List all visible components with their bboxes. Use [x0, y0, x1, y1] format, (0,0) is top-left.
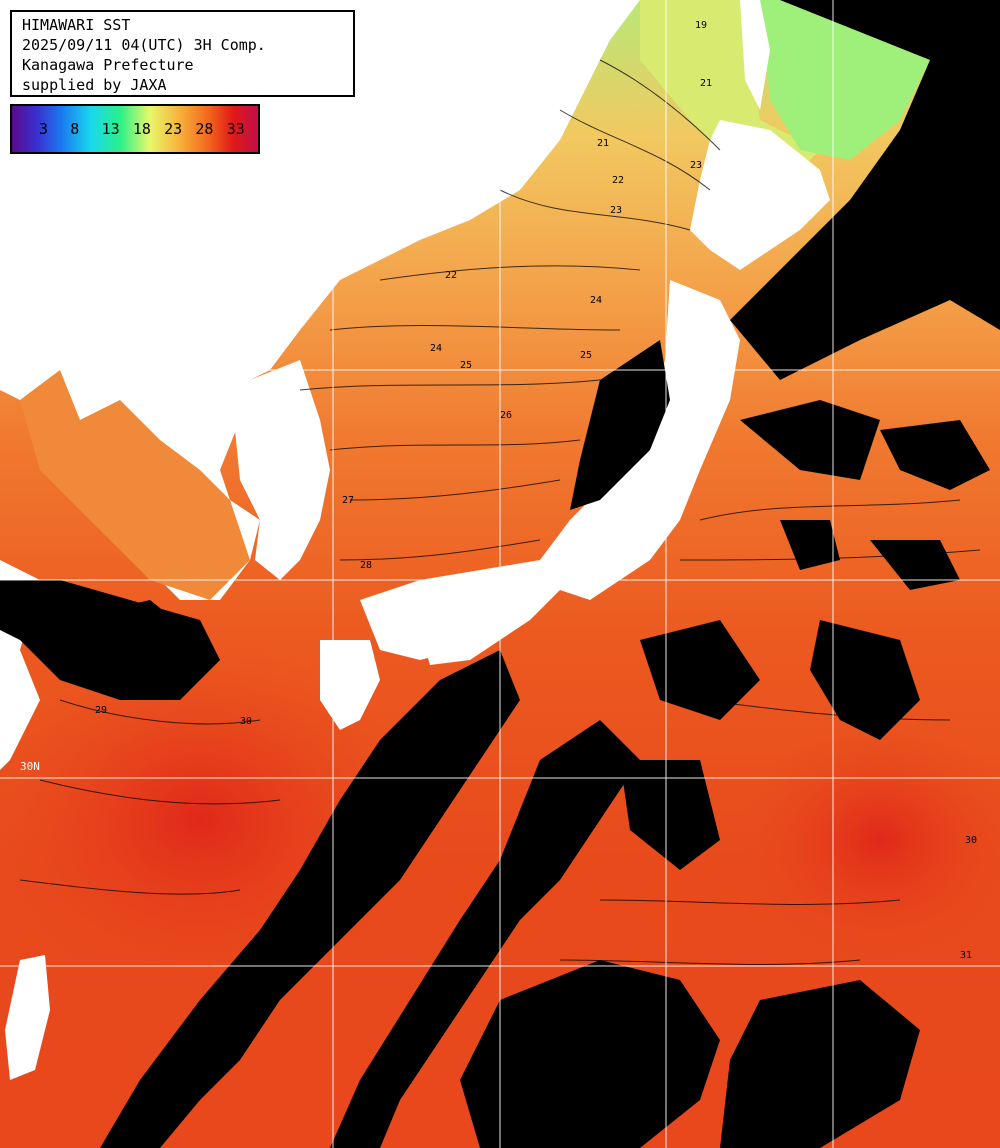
grid-label-30n: 30N [20, 760, 40, 773]
cloud-east-1 [810, 620, 920, 740]
title-line-date: 2025/09/11 04(UTC) 3H Comp. [22, 36, 266, 54]
title-line-product: HIMAWARI SST [22, 16, 131, 34]
legend-labels: 3 8 13 18 23 28 33 [12, 106, 258, 152]
color-legend: 3 8 13 18 23 28 33 [10, 104, 260, 154]
legend-label: 13 [101, 120, 120, 138]
cloud-south-east [720, 980, 920, 1148]
contour-label: 23 [690, 160, 703, 171]
cloud-northeast [730, 0, 1000, 380]
contour-label: 27 [342, 495, 355, 506]
contour-label: 30 [240, 716, 253, 727]
legend-label: 33 [226, 120, 245, 138]
land-hokkaido [690, 120, 830, 270]
map-title-box: HIMAWARI SST 2025/09/11 04(UTC) 3H Comp.… [10, 10, 355, 97]
land-sakhalin [740, 0, 770, 110]
cloud-west-coast [60, 600, 200, 690]
cloud-band-south [100, 650, 520, 1148]
contour-label: 25 [580, 350, 593, 361]
cloud-band-south-2 [330, 720, 640, 1148]
grid-label-40n: 40N [20, 352, 40, 365]
contour-label: 22 [445, 270, 458, 281]
land-shikoku [420, 620, 500, 665]
cloud-east-4 [870, 540, 960, 590]
legend-label: 23 [164, 120, 183, 138]
cloud-south-center [460, 960, 720, 1148]
cloud-east-3 [780, 520, 840, 570]
title-line-credit: supplied by JAXA [22, 76, 167, 94]
cloud-east-6 [740, 400, 880, 480]
land-taiwan [5, 955, 50, 1080]
land-honshu-west [360, 560, 570, 660]
cloud-sea-of-japan [570, 340, 670, 510]
contour-label: 31 [960, 950, 973, 961]
contour-label: 30 [650, 760, 663, 771]
legend-label: 3 [39, 120, 49, 138]
cloud-east-2 [640, 620, 760, 720]
contour-label: 24 [590, 295, 603, 306]
legend-label: 18 [132, 120, 151, 138]
contour-lines [19, 59, 981, 965]
yellow-sea [20, 370, 250, 600]
contour-label: 21 [700, 78, 713, 89]
warm-region-east [740, 720, 1000, 960]
contour-label: 22 [612, 175, 625, 186]
contour-label: 19 [695, 20, 708, 31]
contour-label: 25 [460, 360, 473, 371]
cloud-east-7 [880, 420, 990, 490]
legend-label: 28 [195, 120, 214, 138]
title-line-region: Kanagawa Prefecture [22, 56, 194, 74]
contour-label: 30 [965, 835, 978, 846]
contour-label: 29 [95, 705, 108, 716]
contour-label: 28 [360, 560, 373, 571]
cloud-east-5 [620, 760, 720, 870]
land-korea [235, 360, 330, 580]
legend-colorbar [12, 106, 258, 152]
contour-label: 23 [610, 205, 623, 216]
contour-label: 24 [430, 343, 443, 354]
contour-label: 21 [597, 138, 610, 149]
legend-label: 8 [70, 120, 80, 138]
contour-label: 26 [500, 410, 513, 421]
land-kyushu [320, 640, 380, 730]
